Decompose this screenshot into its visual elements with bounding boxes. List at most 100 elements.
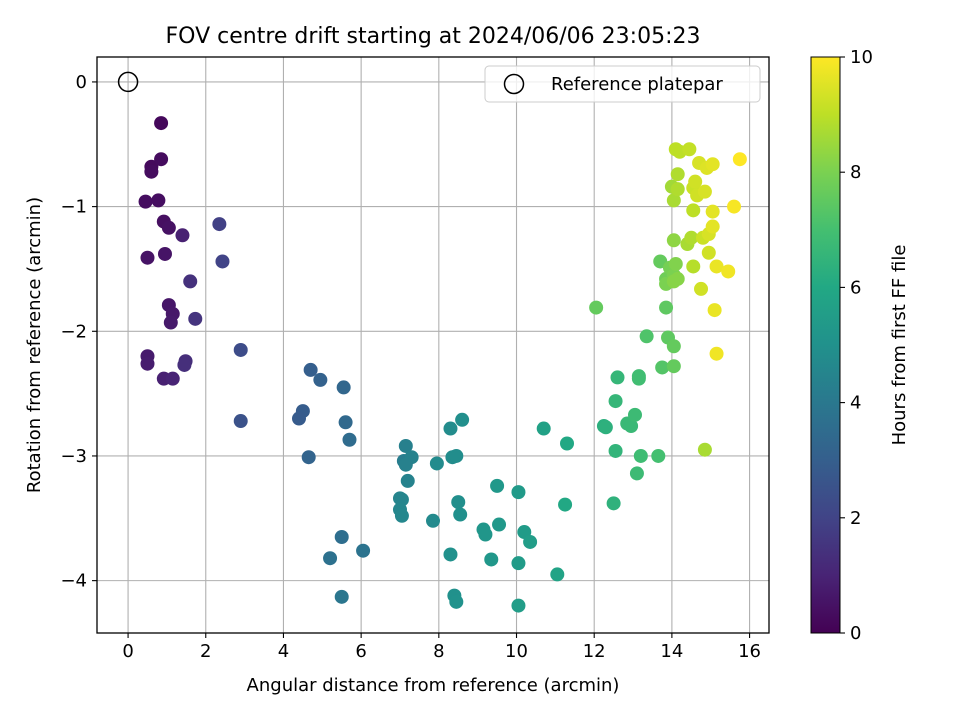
data-point <box>453 507 468 522</box>
y-tick-label: −3 <box>60 446 87 467</box>
data-point <box>313 372 328 387</box>
data-point <box>301 450 316 465</box>
data-point <box>394 508 409 523</box>
data-point <box>598 420 613 435</box>
data-point <box>490 478 505 493</box>
plot-frame <box>96 56 770 634</box>
data-point <box>670 182 685 197</box>
data-point <box>492 517 507 532</box>
data-point <box>455 412 470 427</box>
data-point <box>511 485 526 500</box>
x-tick-label: 6 <box>355 641 366 662</box>
data-point <box>342 432 357 447</box>
data-point <box>666 359 681 374</box>
data-point <box>606 496 621 511</box>
data-point <box>334 589 349 604</box>
colorbar-ticks: 0 2 4 6 8 10 <box>840 47 873 644</box>
data-point <box>624 419 639 434</box>
data-point <box>449 448 464 463</box>
data-point <box>633 448 648 463</box>
data-point <box>398 457 413 472</box>
y-tick-label: 0 <box>76 72 87 93</box>
legend-reference-label: Reference platepar <box>551 74 723 95</box>
data-point <box>627 407 642 422</box>
colorbar-tick-label: 0 <box>850 623 861 644</box>
data-point <box>686 259 701 274</box>
data-point <box>550 567 565 582</box>
data-point <box>655 360 670 375</box>
data-point <box>631 371 646 386</box>
legend-box <box>484 65 761 103</box>
data-point <box>426 513 440 528</box>
data-point <box>144 164 159 179</box>
colorbar-tick-label: 6 <box>850 277 861 298</box>
data-point <box>666 274 681 289</box>
data-point <box>688 174 703 189</box>
reference-platepar-marker <box>117 71 139 93</box>
colorbar-tick-label: 10 <box>850 47 873 68</box>
data-point <box>705 204 720 219</box>
data-point <box>163 315 178 330</box>
data-point <box>707 303 722 318</box>
data-point <box>668 256 683 271</box>
x-tick-label: 14 <box>660 641 683 662</box>
data-point <box>697 442 712 457</box>
data-point <box>727 199 742 214</box>
chart-title: FOV centre drift starting at 2024/06/06 … <box>166 24 701 49</box>
x-tick-label: 8 <box>433 641 444 662</box>
data-point <box>684 230 699 245</box>
data-points <box>138 116 747 613</box>
data-point <box>233 414 248 429</box>
legend: Reference platepar <box>484 65 761 103</box>
data-point <box>732 152 747 167</box>
data-point <box>291 411 306 426</box>
data-point <box>233 342 248 357</box>
data-point <box>334 530 349 544</box>
data-point <box>429 456 444 471</box>
data-point <box>215 254 230 269</box>
y-axis-ticks: 0 −1 −2 −3 −4 <box>60 72 97 592</box>
data-point <box>651 448 666 463</box>
data-point <box>666 193 681 208</box>
data-point <box>443 547 458 562</box>
data-point <box>686 203 701 218</box>
data-point <box>188 311 203 326</box>
data-point <box>560 436 575 451</box>
data-point <box>608 394 623 409</box>
y-tick-label: −2 <box>60 321 87 342</box>
data-point <box>536 421 551 436</box>
data-point <box>161 220 176 235</box>
data-point <box>705 219 720 234</box>
x-tick-label: 2 <box>200 641 211 662</box>
data-point <box>478 527 493 542</box>
data-point <box>449 594 464 609</box>
data-point <box>212 217 227 232</box>
data-point <box>666 339 681 354</box>
data-point <box>323 551 338 566</box>
colorbar-gradient <box>810 56 841 634</box>
data-point <box>511 556 526 571</box>
data-point <box>336 380 351 395</box>
data-point <box>639 329 654 344</box>
x-axis-label: Angular distance from reference (arcmin) <box>247 675 620 696</box>
data-point <box>558 497 573 512</box>
data-point <box>705 157 720 172</box>
data-point <box>523 534 538 549</box>
data-point <box>484 552 499 567</box>
x-tick-label: 12 <box>583 641 606 662</box>
data-point <box>682 142 697 157</box>
data-point <box>398 438 413 453</box>
data-point <box>303 362 318 377</box>
x-tick-label: 10 <box>505 641 528 662</box>
y-tick-label: −1 <box>60 197 87 218</box>
data-point <box>140 250 155 265</box>
data-point <box>589 300 604 315</box>
data-point <box>697 184 712 199</box>
data-point <box>151 193 166 208</box>
data-point <box>451 495 466 510</box>
x-axis-ticks: 0 2 4 6 8 10 12 14 16 <box>122 633 761 662</box>
y-axis-label: Rotation from reference (arcmin) <box>24 197 45 493</box>
data-point <box>400 473 415 488</box>
data-point <box>154 116 169 131</box>
